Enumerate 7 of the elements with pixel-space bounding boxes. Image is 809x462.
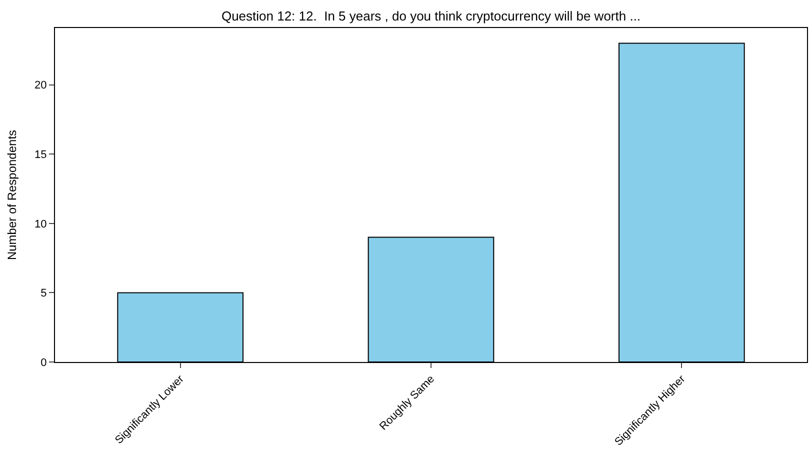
- y-tick-label: 0: [40, 356, 47, 369]
- y-tick-label: 15: [34, 148, 47, 161]
- y-axis-title: Number of Respondents: [4, 130, 19, 260]
- y-tick-label: 10: [34, 218, 47, 230]
- chart-title: Question 12: 12. In 5 years , do you think cryptocurrency will be worth ...: [221, 8, 641, 24]
- y-tick-label: 20: [34, 80, 47, 92]
- y-tick-label: 5: [40, 288, 47, 300]
